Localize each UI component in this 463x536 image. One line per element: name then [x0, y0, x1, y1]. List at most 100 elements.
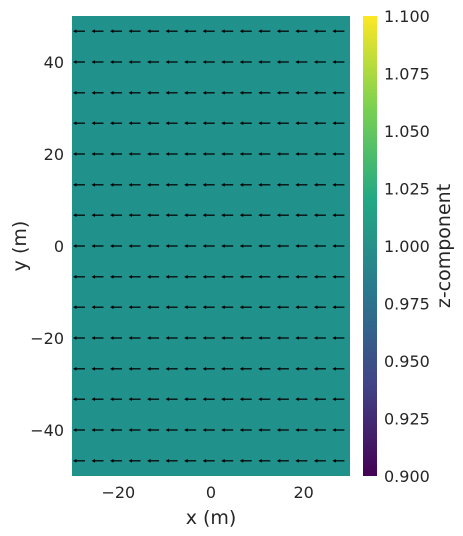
- vector-arrow: [239, 367, 252, 371]
- vector-arrow: [184, 152, 197, 156]
- arrow-head: [313, 213, 318, 217]
- vector-arrow: [295, 121, 308, 125]
- vector-arrow: [239, 397, 252, 401]
- arrow-head: [165, 213, 170, 217]
- vector-arrow: [147, 367, 160, 371]
- vector-arrow: [332, 213, 345, 217]
- vector-arrow: [239, 275, 252, 279]
- vector-arrow: [202, 459, 215, 463]
- vector-arrow: [109, 244, 123, 248]
- arrow-head: [313, 29, 318, 33]
- arrow-head: [332, 60, 336, 64]
- arrow-head: [313, 244, 318, 248]
- arrow-head: [109, 428, 114, 432]
- vector-arrow: [184, 367, 197, 371]
- arrow-head: [184, 397, 188, 401]
- vector-arrow: [221, 336, 234, 340]
- vector-arrow: [147, 244, 160, 248]
- arrow-head: [221, 152, 225, 156]
- vector-arrow: [165, 305, 178, 309]
- arrow-head: [221, 305, 225, 309]
- arrow-head: [313, 336, 318, 340]
- vector-arrow: [91, 275, 104, 279]
- arrow-head: [258, 91, 262, 95]
- arrow-head: [165, 275, 170, 279]
- vector-arrow: [91, 336, 104, 340]
- vector-arrow: [221, 397, 234, 401]
- vector-arrow: [91, 459, 104, 463]
- vector-arrow: [202, 397, 215, 401]
- arrow-head: [221, 397, 225, 401]
- arrow-head: [128, 152, 133, 156]
- vector-arrow: [91, 152, 104, 156]
- arrow-head: [72, 305, 77, 309]
- vector-arrow: [313, 275, 326, 279]
- vector-arrow: [72, 459, 85, 463]
- arrow-head: [128, 29, 133, 33]
- vector-arrow: [313, 91, 326, 95]
- arrow-head: [332, 275, 336, 279]
- vector-arrow: [109, 397, 123, 401]
- arrow-head: [184, 336, 188, 340]
- arrow-head: [72, 121, 77, 125]
- colorbar-tick-label: 1.075: [384, 65, 430, 84]
- vector-arrow: [109, 152, 123, 156]
- vector-arrow: [165, 397, 178, 401]
- arrow-head: [128, 121, 133, 125]
- vector-arrow: [276, 367, 289, 371]
- arrow-head: [295, 29, 299, 33]
- arrow-head: [221, 244, 225, 248]
- vector-arrow: [184, 459, 197, 463]
- vector-arrow: [109, 29, 123, 33]
- vector-arrow: [184, 305, 197, 309]
- vector-arrow: [91, 91, 104, 95]
- vector-arrow: [165, 60, 178, 64]
- arrow-head: [184, 459, 188, 463]
- vector-arrow: [91, 428, 104, 432]
- arrow-head: [109, 183, 114, 187]
- arrow-head: [91, 152, 95, 156]
- vector-arrow: [202, 91, 215, 95]
- vector-arrow: [72, 29, 85, 33]
- arrow-head: [313, 367, 318, 371]
- vector-arrow: [147, 183, 160, 187]
- arrow-head: [313, 305, 318, 309]
- vector-arrow: [109, 60, 123, 64]
- arrow-head: [91, 91, 95, 95]
- arrow-head: [72, 244, 77, 248]
- vector-arrow: [295, 213, 308, 217]
- arrow-head: [91, 121, 95, 125]
- vector-arrow: [276, 60, 289, 64]
- arrow-head: [276, 29, 281, 33]
- vector-arrow: [165, 91, 178, 95]
- arrow-head: [165, 336, 170, 340]
- arrow-head: [109, 397, 114, 401]
- vector-arrow: [202, 305, 215, 309]
- arrow-head: [239, 397, 244, 401]
- arrow-head: [91, 367, 95, 371]
- arrow-head: [147, 213, 151, 217]
- vector-arrow: [332, 397, 345, 401]
- arrow-head: [258, 305, 262, 309]
- colorbar: [363, 16, 377, 476]
- vector-arrow: [202, 213, 215, 217]
- y-tick-label: 20: [44, 145, 64, 164]
- vector-arrow: [332, 29, 345, 33]
- arrow-head: [109, 367, 114, 371]
- arrow-head: [128, 60, 133, 64]
- colorbar-ticks: 0.900 0.925 0.950 0.975 1.000 1.025 1.050 1.075…: [384, 7, 430, 486]
- arrow-head: [184, 213, 188, 217]
- arrow-head: [313, 60, 318, 64]
- vector-arrow: [295, 91, 308, 95]
- arrow-head: [239, 29, 244, 33]
- vector-arrow: [258, 213, 271, 217]
- arrow-head: [295, 428, 299, 432]
- vector-arrow: [313, 336, 326, 340]
- colorbar-tick-label: 0.975: [384, 295, 430, 314]
- vector-arrow: [147, 29, 160, 33]
- vector-arrow: [332, 60, 345, 64]
- vector-arrow: [128, 428, 141, 432]
- arrow-head: [258, 213, 262, 217]
- vector-arrow: [72, 213, 85, 217]
- vector-arrow: [109, 305, 123, 309]
